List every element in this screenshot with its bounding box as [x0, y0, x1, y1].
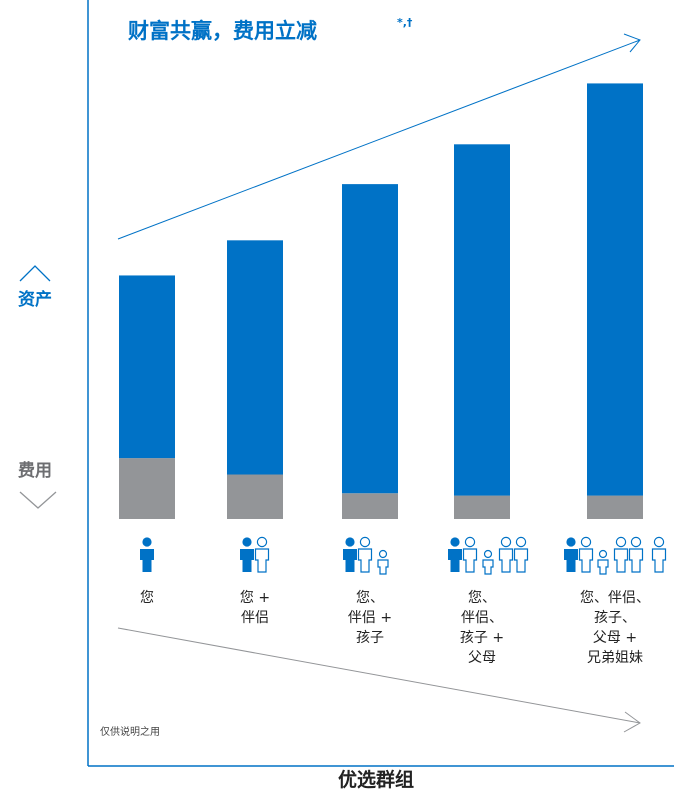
- category-label-4-line-2: 伴侣、: [461, 610, 503, 626]
- icons-group: [140, 536, 667, 575]
- chevron-up-icon: [19, 265, 51, 282]
- family-siblings-icon: [564, 536, 667, 575]
- category-label-5-line-1: 您、伴侣、: [580, 589, 650, 606]
- asset-bar-4: [454, 144, 510, 496]
- person-partner-icon: [240, 536, 270, 573]
- asset-bar-5: [587, 83, 643, 496]
- bars-group: [119, 83, 643, 519]
- fees-side-label: 费用: [18, 460, 52, 481]
- falling-trend-arrow: [117, 627, 641, 733]
- category-label-5-line-2: 孩子、: [594, 610, 636, 626]
- category-label-5-line-4: 兄弟姐妹: [587, 650, 643, 666]
- category-label-3-line-1: 您、: [356, 589, 384, 606]
- asset-bar-2: [227, 240, 283, 475]
- category-label-4-line-4: 父母: [468, 650, 496, 666]
- category-label-4-line-1: 您、: [468, 589, 496, 606]
- family-child-icon: [343, 536, 389, 575]
- category-label-2-line-2: 伴侣: [241, 610, 269, 626]
- category-label-1-line-1: 您: [140, 589, 154, 606]
- fee-bar-2: [227, 474, 283, 519]
- illustration-note: 仅供说明之用: [100, 725, 160, 738]
- asset-bar-3: [342, 184, 398, 494]
- chart-title: 财富共赢，费用立减: [128, 19, 317, 43]
- category-labels-group: 您您 +伴侣您、伴侣 +孩子您、伴侣、孩子 +父母您、伴侣、孩子、父母 +兄弟姐…: [140, 589, 650, 666]
- person-icon: [140, 537, 154, 572]
- rising-trend-arrow: [117, 33, 641, 240]
- chart-title-sup: *,†: [397, 16, 413, 29]
- chevron-down-icon: [19, 491, 57, 509]
- x-axis-label: 优选群组: [338, 768, 414, 790]
- family-parents-icon: [448, 536, 529, 575]
- asset-bar-1: [119, 275, 175, 459]
- category-label-3-line-3: 孩子: [356, 630, 384, 646]
- category-label-3-line-2: 伴侣 +: [348, 610, 392, 626]
- category-label-5-line-3: 父母 +: [593, 630, 637, 646]
- fee-bar-1: [119, 458, 175, 519]
- category-label-4-line-3: 孩子 +: [460, 630, 504, 646]
- category-label-2-line-1: 您 +: [240, 589, 270, 606]
- fee-bar-4: [454, 495, 510, 519]
- fee-bar-3: [342, 493, 398, 519]
- assets-side-label: 资产: [18, 289, 52, 310]
- fee-bar-5: [587, 495, 643, 519]
